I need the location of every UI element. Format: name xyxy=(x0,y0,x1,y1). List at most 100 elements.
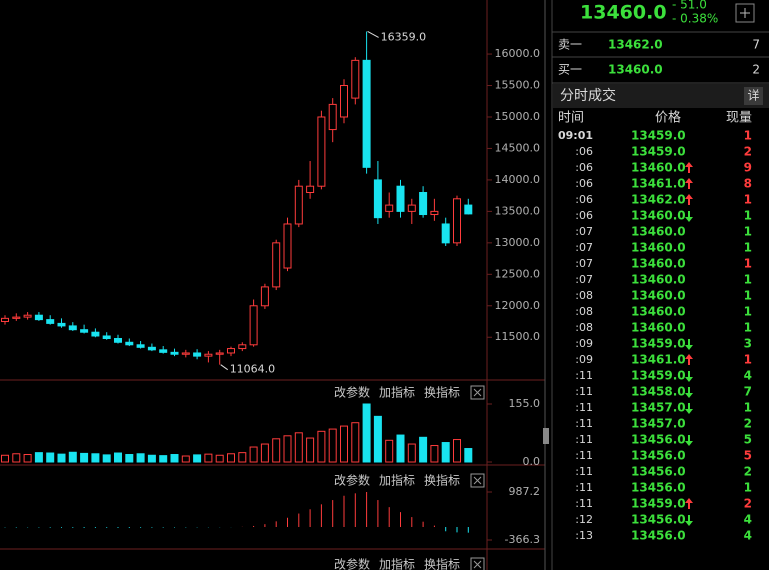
y-tick-label: -366.3 xyxy=(505,533,540,546)
trade-price: 13460.0 xyxy=(631,209,686,223)
annotation-label: 11064.0 xyxy=(230,363,276,376)
column-header: 时间 xyxy=(558,111,584,126)
book-qty: 7 xyxy=(752,38,760,52)
trade-price: 13459.0 xyxy=(631,369,686,383)
volume-bar xyxy=(215,454,224,463)
candle-body xyxy=(204,353,213,357)
book-price: 13462.0 xyxy=(608,38,663,52)
trade-qty: 2 xyxy=(744,497,752,511)
y-tick-label: 15000.0 xyxy=(495,110,541,123)
trade-arrow xyxy=(685,403,693,414)
trade-qty: 1 xyxy=(744,273,752,287)
candle-body xyxy=(34,314,43,321)
volume-bar xyxy=(57,453,66,463)
trade-qty: 1 xyxy=(744,321,752,335)
trade-arrow xyxy=(685,194,693,205)
trade-price: 13460.0 xyxy=(631,161,686,175)
candle-body xyxy=(351,59,360,99)
indicator-button[interactable]: 换指标 xyxy=(424,385,460,400)
candle-body xyxy=(464,204,473,215)
trade-qty: 1 xyxy=(744,129,752,143)
trade-time: :06 xyxy=(575,145,593,158)
volume-bar xyxy=(136,453,145,463)
trade-time: :11 xyxy=(575,401,593,414)
candle-body xyxy=(283,223,292,269)
trade-qty: 9 xyxy=(744,161,752,175)
candle-body xyxy=(453,198,461,244)
y-tick-label: 14500.0 xyxy=(495,141,541,154)
candle-body xyxy=(57,322,66,327)
volume-bar xyxy=(306,437,315,463)
indicator-button[interactable]: 改参数 xyxy=(334,557,370,570)
volume-bar xyxy=(204,453,213,463)
volume-bar xyxy=(407,443,416,463)
book-price: 13460.0 xyxy=(608,63,663,77)
annotation-arrow xyxy=(367,31,379,38)
indicator-button[interactable]: 换指标 xyxy=(424,473,460,488)
volume-bar xyxy=(362,403,371,463)
trade-time: :06 xyxy=(575,209,593,222)
trade-arrow xyxy=(685,371,693,382)
trade-qty: 1 xyxy=(744,209,752,223)
volume-bar xyxy=(373,415,382,463)
trade-price: 13456.0 xyxy=(631,449,686,463)
trade-time: :09 xyxy=(575,337,593,350)
trade-time: :11 xyxy=(575,465,593,478)
candle-body xyxy=(215,352,224,355)
candle-body xyxy=(249,305,258,346)
trade-price: 13460.0 xyxy=(631,321,686,335)
candle-body xyxy=(170,351,179,355)
indicator-button[interactable]: 加指标 xyxy=(379,557,415,570)
volume-bar xyxy=(102,454,111,463)
volume-bar xyxy=(80,452,89,463)
candle-body xyxy=(260,286,269,307)
trade-qty: 1 xyxy=(744,401,752,415)
indicator-button[interactable]: 改参数 xyxy=(334,473,370,488)
volume-bar xyxy=(181,455,190,463)
close-icon xyxy=(473,388,482,397)
splitter-handle[interactable] xyxy=(543,428,549,444)
trade-time: :07 xyxy=(575,241,593,254)
indicator-button[interactable]: 加指标 xyxy=(379,385,415,400)
trade-price: 13456.0 xyxy=(631,465,686,479)
trade-price: 13456.0 xyxy=(631,513,686,527)
add-button[interactable] xyxy=(735,3,755,23)
detail-button-label[interactable]: 详 xyxy=(747,88,759,103)
close-icon xyxy=(473,476,482,485)
trade-qty: 1 xyxy=(744,305,752,319)
trade-arrow xyxy=(685,162,693,173)
trade-time: :07 xyxy=(575,273,593,286)
candle-body xyxy=(1,317,9,323)
candle-body xyxy=(373,179,382,219)
trade-arrow xyxy=(685,435,693,446)
trade-price: 13460.0 xyxy=(631,257,686,271)
trade-price: 13460.0 xyxy=(631,241,686,255)
candle-body xyxy=(80,329,89,333)
close-button[interactable] xyxy=(470,473,485,488)
trade-arrow xyxy=(685,178,693,189)
candle-body xyxy=(441,223,450,244)
detail-button[interactable] xyxy=(744,87,763,105)
volume-bar xyxy=(294,432,303,463)
close-icon xyxy=(473,560,482,569)
book-label: 卖一 xyxy=(558,38,582,52)
volume-bar xyxy=(464,448,473,463)
volume-bar xyxy=(328,428,337,463)
y-tick-label: 987.2 xyxy=(509,485,541,498)
indicator-button[interactable]: 换指标 xyxy=(424,557,460,570)
trade-price: 13459.0 xyxy=(631,497,686,511)
indicator-button[interactable]: 加指标 xyxy=(379,473,415,488)
trade-price: 13456.0 xyxy=(631,529,686,543)
volume-bar xyxy=(238,452,247,463)
candle-body xyxy=(328,103,337,131)
trade-time: :08 xyxy=(575,289,593,302)
trade-time: :11 xyxy=(575,497,593,510)
y-tick-label: 15500.0 xyxy=(495,79,541,92)
candle-body xyxy=(407,204,416,212)
trade-time: :11 xyxy=(575,369,593,382)
trade-qty: 7 xyxy=(744,385,752,399)
close-button[interactable] xyxy=(470,557,485,570)
indicator-button[interactable]: 改参数 xyxy=(334,385,370,400)
close-button[interactable] xyxy=(470,385,485,400)
